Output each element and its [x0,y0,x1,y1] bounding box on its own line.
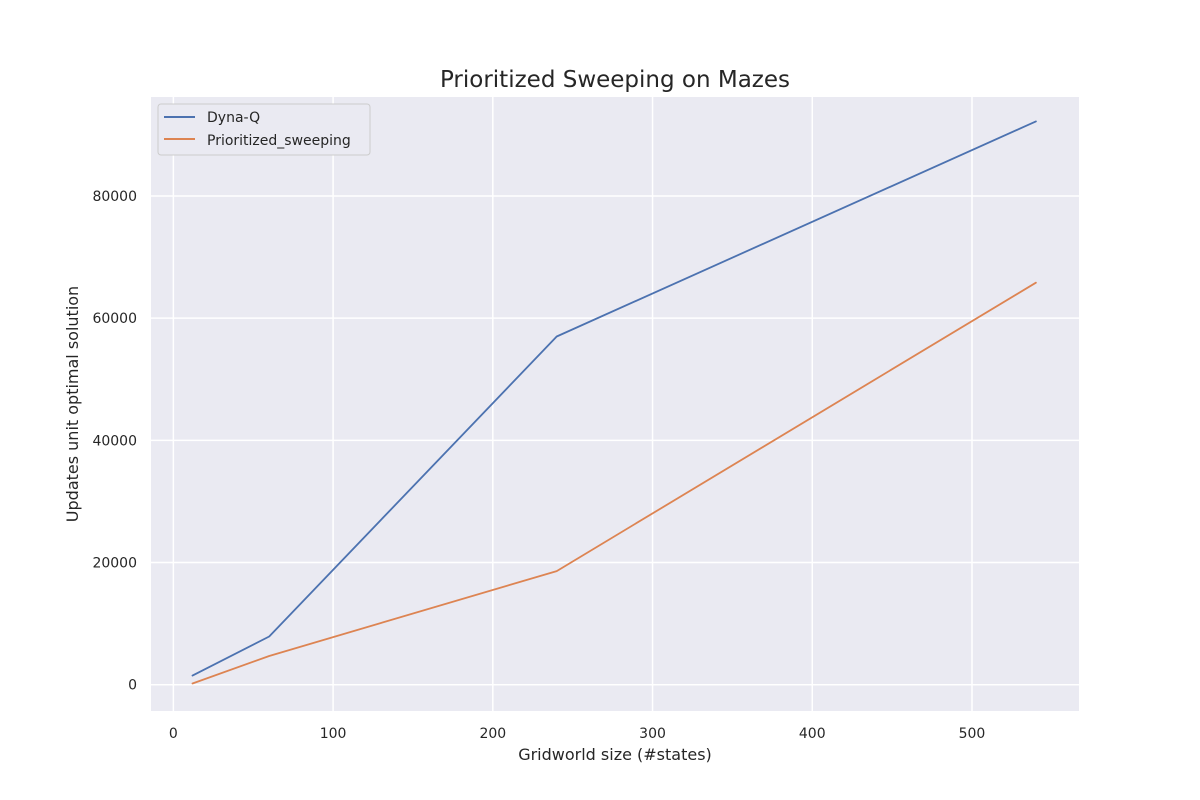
y-tick-label-1: 20000 [92,556,137,572]
y-tick-label-2: 40000 [92,433,137,449]
y-tick-label-4: 80000 [92,189,137,205]
legend-label-dyna-q: Dyna-Q [207,110,260,126]
series-line-prioritized-sweeping [191,281,1037,685]
legend-label-prioritized-sweeping: Prioritized_sweeping [207,133,351,149]
plot-area [151,97,1079,711]
x-tick-label-3: 300 [639,726,666,742]
series-line-dyna-q [191,120,1037,677]
x-tick-label-5: 500 [959,726,986,742]
tick-labels: 0 100 200 300 400 500 0 20000 40000 60000 80000 [92,189,985,742]
series-lines [191,120,1037,685]
x-axis-label: Gridworld size (#states) [518,745,712,764]
x-tick-label-2: 200 [479,726,506,742]
legend: Dyna-Q Prioritized_sweeping [157,103,371,156]
x-tick-label-0: 0 [169,726,178,742]
y-tick-label-3: 60000 [92,311,137,327]
legend-box [157,103,371,156]
y-axis-label: Updates unit optimal solution [63,286,82,522]
x-tick-label-1: 100 [320,726,347,742]
y-tick-label-0: 0 [128,678,137,694]
chart-title: Prioritized Sweeping on Mazes [440,67,790,93]
x-tick-label-4: 400 [799,726,826,742]
